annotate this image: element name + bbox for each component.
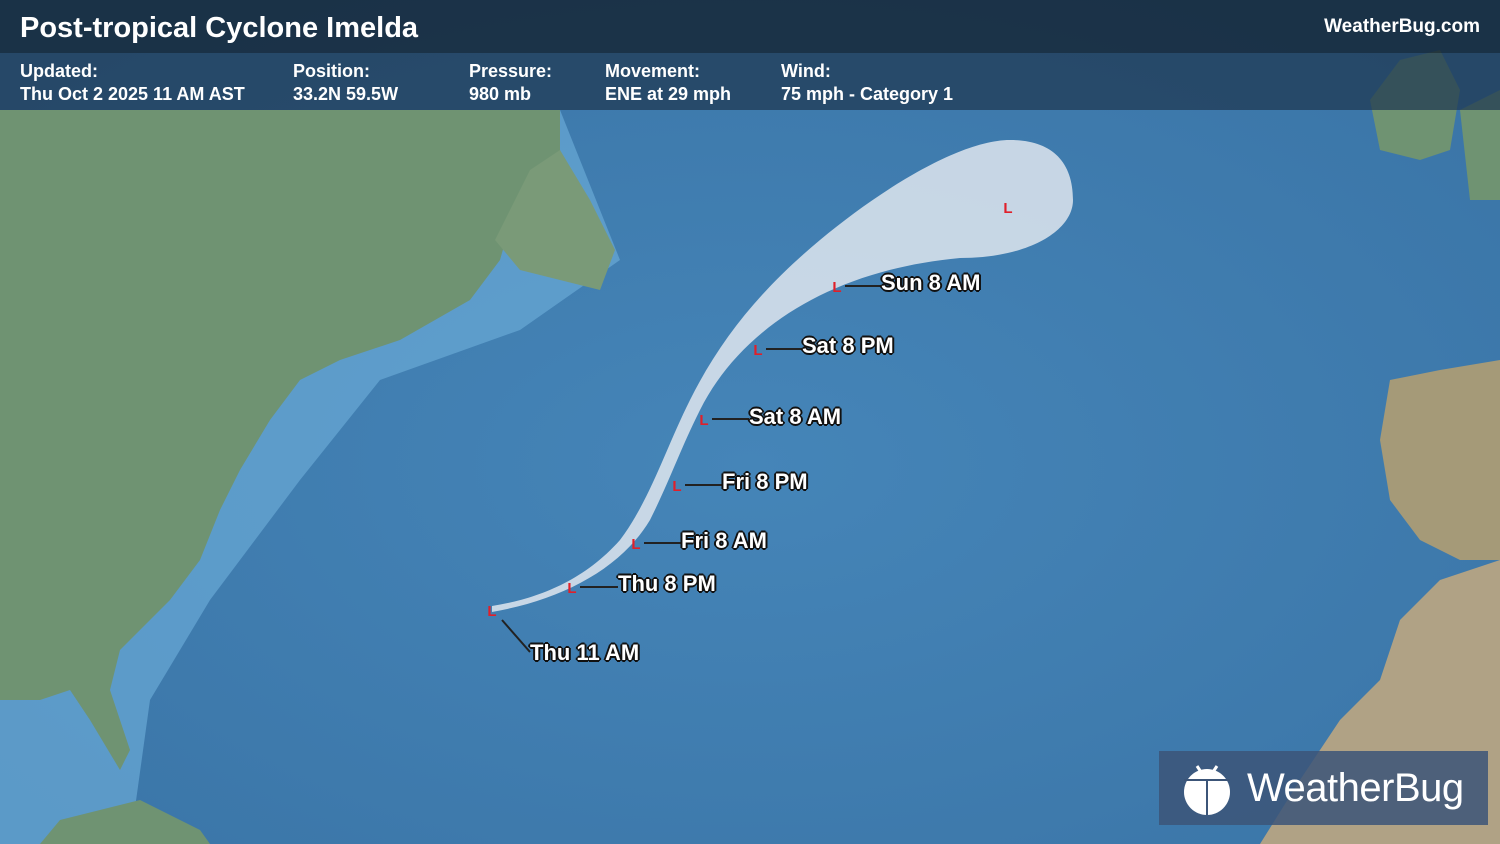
- low-pressure-marker[interactable]: L: [672, 478, 681, 495]
- low-pressure-marker[interactable]: L: [1003, 200, 1012, 217]
- low-pressure-marker[interactable]: L: [753, 342, 762, 359]
- low-pressure-marker[interactable]: L: [487, 603, 496, 620]
- forecast-time-label: Fri 8 AM: [681, 528, 767, 553]
- land-cuba: [40, 800, 210, 844]
- brand-link[interactable]: WeatherBug.com: [1324, 16, 1480, 37]
- low-pressure-marker[interactable]: L: [631, 536, 640, 553]
- weatherbug-logo: WeatherBug: [1159, 751, 1488, 825]
- forecast-time-label: Thu 8 PM: [618, 571, 716, 596]
- header-bar: Post-tropical Cyclone Imelda WeatherBug.…: [0, 0, 1500, 53]
- low-pressure-marker[interactable]: L: [699, 412, 708, 429]
- forecast-time-label: Sun 8 AM: [881, 270, 981, 295]
- forecast-time-label: Thu 11 AM: [530, 640, 640, 665]
- forecast-cone: [492, 140, 1073, 612]
- land-newfoundland: [495, 150, 615, 290]
- forecast-time-label: Sat 8 PM: [802, 333, 894, 358]
- forecast-time-label: Sat 8 AM: [749, 404, 842, 429]
- logo-text: WeatherBug: [1247, 765, 1464, 810]
- info-wind: Wind: 75 mph - Category 1: [781, 61, 954, 104]
- land-north-america: [0, 110, 560, 770]
- weatherbug-bug-icon: [1184, 765, 1230, 815]
- land-iberia: [1380, 360, 1500, 560]
- low-pressure-marker[interactable]: L: [832, 279, 841, 296]
- info-pressure: Pressure: 980 mb: [469, 61, 553, 104]
- info-movement: Movement: ENE at 29 mph: [605, 61, 732, 104]
- label-leader-line: [501, 619, 531, 653]
- info-updated: Updated: Thu Oct 2 2025 11 AM AST: [20, 61, 245, 104]
- page-title: Post-tropical Cyclone Imelda: [20, 12, 419, 44]
- low-pressure-marker[interactable]: L: [567, 580, 576, 597]
- info-bar: Updated: Thu Oct 2 2025 11 AM AST Positio…: [0, 53, 1500, 110]
- info-position: Position: 33.2N 59.5W: [293, 61, 399, 104]
- forecast-time-label: Fri 8 PM: [722, 469, 808, 494]
